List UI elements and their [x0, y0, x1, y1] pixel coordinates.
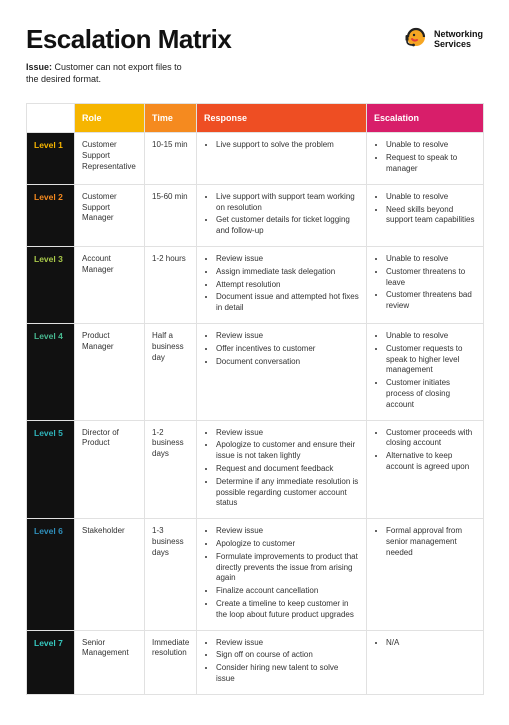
- response-item: Attempt resolution: [216, 280, 359, 291]
- response-cell: Review issue Apologize to customer Formula…: [197, 519, 367, 630]
- issue-line: Issue: Customer can not export files to …: [26, 61, 191, 85]
- table-body: Level 1Customer Support Representative10…: [27, 133, 484, 694]
- time-cell: Immediate resolution: [145, 630, 197, 694]
- escalation-item: Customer initiates process of closing ac…: [386, 378, 476, 410]
- issue-label: Issue:: [26, 62, 52, 72]
- response-item: Create a timeline to keep customer in th…: [216, 599, 359, 621]
- role-cell: Customer Support Representative: [75, 133, 145, 184]
- response-item: Apologize to customer: [216, 539, 359, 550]
- table-row: Level 4Product ManagerHalf a business da…: [27, 323, 484, 420]
- escalation-cell: Unable to resolve Customer threatens to l…: [367, 247, 484, 324]
- response-item: Document issue and attempted hot fixes i…: [216, 292, 359, 314]
- level-cell: Level 6: [27, 519, 75, 630]
- col-header-time: Time: [145, 104, 197, 133]
- level-cell: Level 2: [27, 184, 75, 246]
- level-cell: Level 5: [27, 420, 75, 519]
- response-cell: Review issue Offer incentives to customer…: [197, 323, 367, 420]
- escalation-cell: Customer proceeds with closing accountAl…: [367, 420, 484, 519]
- header-row: Escalation Matrix Networking Services: [26, 24, 483, 55]
- escalation-item: Customer threatens to leave: [386, 267, 476, 289]
- time-cell: 1-2 business days: [145, 420, 197, 519]
- time-cell: 10-15 min: [145, 133, 197, 184]
- table-header-row: Role Time Response Escalation: [27, 104, 484, 133]
- response-item: Review issue: [216, 638, 359, 649]
- response-item: Consider hiring new talent to solve issu…: [216, 663, 359, 685]
- escalation-item: Request to speak to manager: [386, 153, 476, 175]
- escalation-item: Customer threatens bad review: [386, 290, 476, 312]
- response-item: Assign immediate task delegation: [216, 267, 359, 278]
- escalation-table: Role Time Response Escalation Level 1Cus…: [26, 103, 484, 694]
- escalation-cell: Unable to resolve Customer requests to sp…: [367, 323, 484, 420]
- level-cell: Level 3: [27, 247, 75, 324]
- table-row: Level 1Customer Support Representative10…: [27, 133, 484, 184]
- response-cell: Review issueApologize to customer and en…: [197, 420, 367, 519]
- response-cell: Review issueSign off on course of action…: [197, 630, 367, 694]
- response-cell: Review issue Assign immediate task delega…: [197, 247, 367, 324]
- response-item: Formulate improvements to product that d…: [216, 552, 359, 584]
- response-item: Determine if any immediate resolution is…: [216, 477, 359, 509]
- time-cell: 15-60 min: [145, 184, 197, 246]
- escalation-item: Unable to resolve: [386, 331, 476, 342]
- escalation-cell: Formal approval from senior management n…: [367, 519, 484, 630]
- response-item: Finalize account cancellation: [216, 586, 359, 597]
- response-item: Request and document feedback: [216, 464, 359, 475]
- role-cell: Stakeholder: [75, 519, 145, 630]
- response-item: Offer incentives to customer: [216, 344, 359, 355]
- escalation-cell: Unable to resolve Request to speak to man…: [367, 133, 484, 184]
- response-item: Review issue: [216, 331, 359, 342]
- level-cell: Level 1: [27, 133, 75, 184]
- table-row: Level 6Stakeholder1-3 business daysRevie…: [27, 519, 484, 630]
- level-cell: Level 7: [27, 630, 75, 694]
- escalation-item: Customer requests to speak to higher lev…: [386, 344, 476, 376]
- page-title: Escalation Matrix: [26, 24, 231, 55]
- role-cell: Customer Support Manager: [75, 184, 145, 246]
- response-cell: Live support to solve the problem: [197, 133, 367, 184]
- table-row: Level 5Director of Product1-2 business d…: [27, 420, 484, 519]
- logo-text: Networking Services: [434, 30, 483, 50]
- escalation-cell: N/A: [367, 630, 484, 694]
- col-header-escalation: Escalation: [367, 104, 484, 133]
- response-item: Document conversation: [216, 357, 359, 368]
- logo-line2: Services: [434, 40, 483, 50]
- time-cell: Half a business day: [145, 323, 197, 420]
- table-row: Level 3Account Manager1-2 hoursReview is…: [27, 247, 484, 324]
- headset-person-icon: [402, 24, 428, 55]
- escalation-item: N/A: [386, 638, 476, 649]
- escalation-item: Need skills beyond support team capabili…: [386, 205, 476, 227]
- col-header-role: Role: [75, 104, 145, 133]
- escalation-cell: Unable to resolve Need skills beyond supp…: [367, 184, 484, 246]
- response-item: Live support to solve the problem: [216, 140, 359, 151]
- response-item: Apologize to customer and ensure their i…: [216, 440, 359, 462]
- escalation-item: Alternative to keep account is agreed up…: [386, 451, 476, 473]
- escalation-item: Unable to resolve: [386, 140, 476, 151]
- escalation-item: Customer proceeds with closing account: [386, 428, 476, 450]
- response-item: Review issue: [216, 428, 359, 439]
- response-cell: Live support with support team working o…: [197, 184, 367, 246]
- col-header-response: Response: [197, 104, 367, 133]
- response-item: Live support with support team working o…: [216, 192, 359, 214]
- escalation-item: Formal approval from senior management n…: [386, 526, 476, 558]
- table-row: Level 7Senior ManagementImmediate resolu…: [27, 630, 484, 694]
- time-cell: 1-3 business days: [145, 519, 197, 630]
- response-item: Review issue: [216, 254, 359, 265]
- level-cell: Level 4: [27, 323, 75, 420]
- role-cell: Account Manager: [75, 247, 145, 324]
- response-item: Get customer details for ticket logging …: [216, 215, 359, 237]
- escalation-item: Unable to resolve: [386, 192, 476, 203]
- role-cell: Senior Management: [75, 630, 145, 694]
- response-item: Review issue: [216, 526, 359, 537]
- response-item: Sign off on course of action: [216, 650, 359, 661]
- corner-cell: [27, 104, 75, 133]
- logo-block: Networking Services: [402, 24, 483, 55]
- role-cell: Product Manager: [75, 323, 145, 420]
- table-row: Level 2Customer Support Manager15-60 min…: [27, 184, 484, 246]
- role-cell: Director of Product: [75, 420, 145, 519]
- time-cell: 1-2 hours: [145, 247, 197, 324]
- escalation-item: Unable to resolve: [386, 254, 476, 265]
